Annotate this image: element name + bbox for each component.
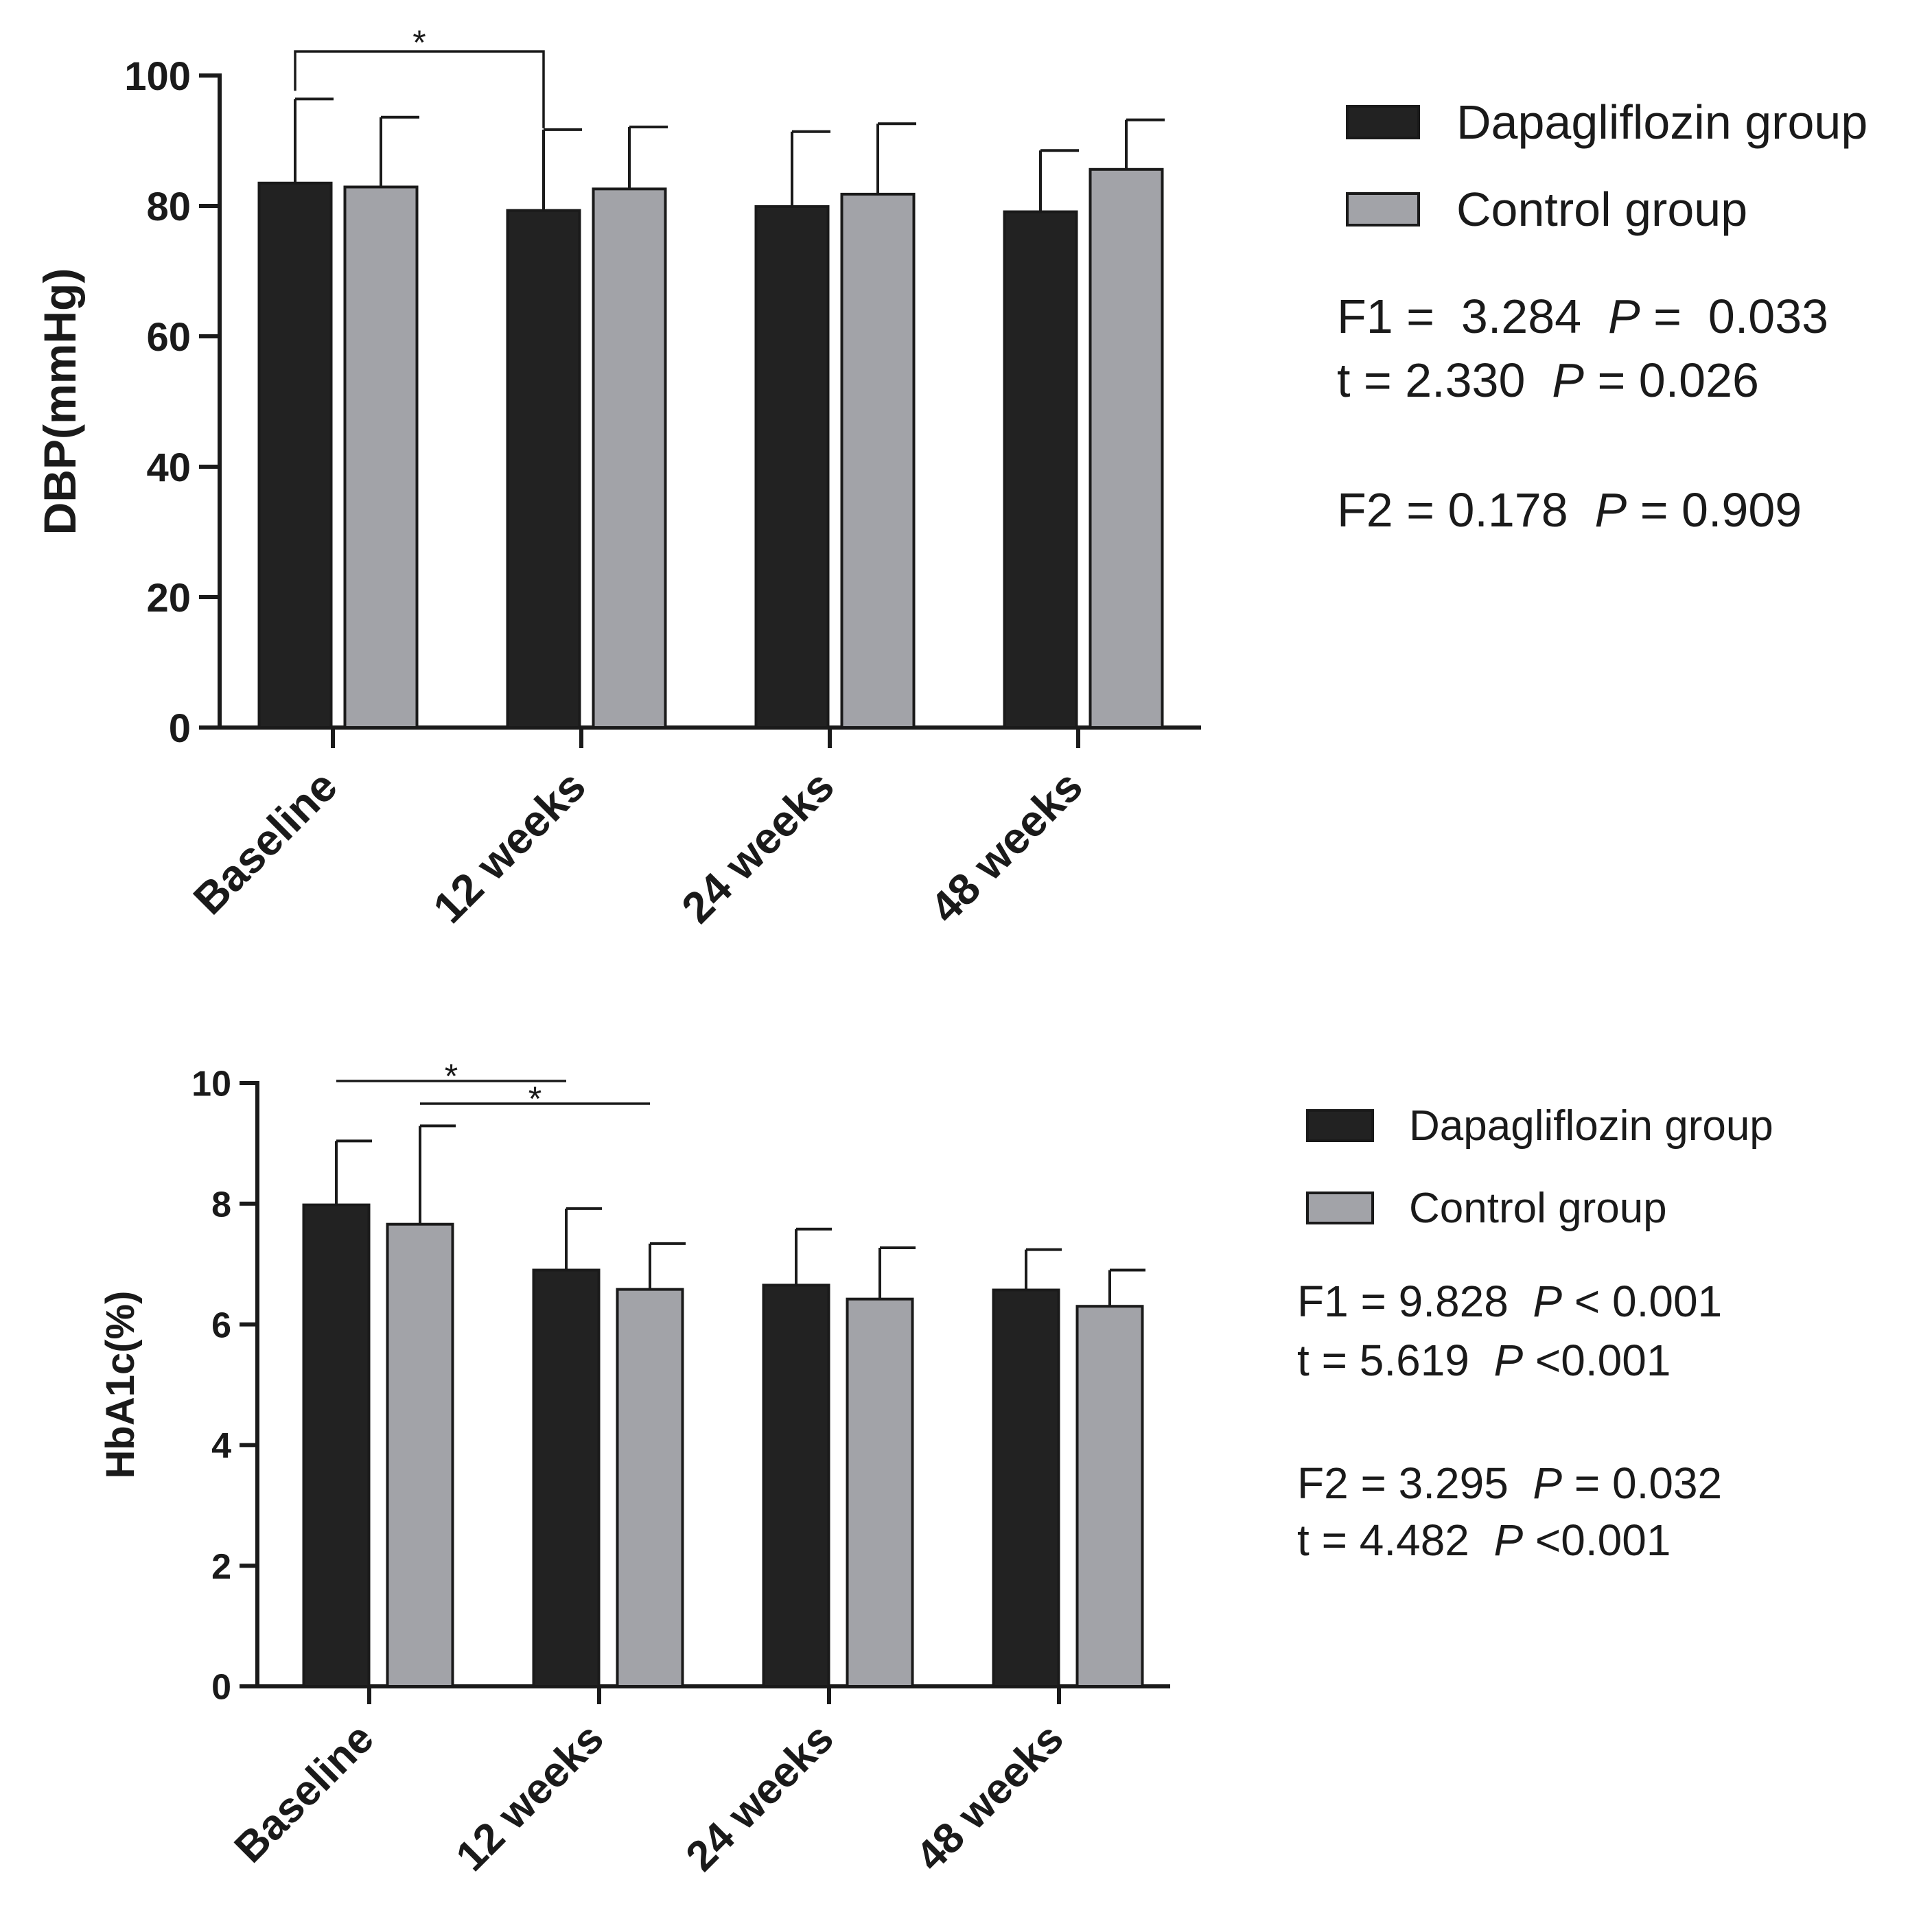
stat-p-value: < 0.001 bbox=[1562, 1277, 1722, 1326]
stat-p-value: = 0.909 bbox=[1627, 483, 1802, 537]
x-category-label: 12 weeks bbox=[447, 1715, 613, 1880]
bar-dapagliflozin-group bbox=[302, 1203, 371, 1688]
stat-p-symbol: P bbox=[1493, 1515, 1523, 1565]
y-tick-label: 40 bbox=[146, 445, 191, 490]
x-category-label: 48 weeks bbox=[920, 761, 1092, 933]
x-category-label: 12 weeks bbox=[423, 761, 595, 933]
stat-value: F1 = 9.828 bbox=[1297, 1277, 1533, 1326]
significance-bracket bbox=[294, 50, 545, 128]
bar-dapagliflozin-group bbox=[257, 181, 333, 729]
stat-p-symbol: P bbox=[1595, 483, 1627, 537]
stat-p-symbol: P bbox=[1608, 290, 1640, 343]
stat-line: F2 = 0.178 P = 0.909 bbox=[1337, 483, 1802, 537]
significance-star: * bbox=[445, 1057, 458, 1095]
x-category-label: 48 weeks bbox=[907, 1715, 1073, 1880]
y-tick-label: 2 bbox=[211, 1547, 231, 1587]
x-category-label: Baseline bbox=[226, 1715, 383, 1872]
chart-panel-2: 0 2 4 6 8 10 HbA1c(%) Baseline 12 weeks 24 weeks 4… bbox=[98, 1057, 1773, 1880]
x-category-label: 24 weeks bbox=[677, 1715, 843, 1880]
y-tick-label: 20 bbox=[146, 576, 191, 620]
stat-p-value: <0.001 bbox=[1523, 1336, 1671, 1385]
significance-star: * bbox=[412, 23, 426, 62]
y-tick-label: 100 bbox=[124, 54, 191, 99]
y-tick-label: 0 bbox=[169, 706, 191, 751]
x-category-label: Baseline bbox=[184, 761, 347, 924]
bar-control-group bbox=[1075, 1305, 1144, 1688]
stat-line: t = 5.619 P <0.001 bbox=[1297, 1336, 1671, 1385]
legend-swatch bbox=[1306, 1109, 1374, 1142]
stat-line: t = 2.330 P = 0.026 bbox=[1337, 353, 1759, 407]
bar-control-group bbox=[616, 1288, 684, 1688]
stat-p-symbol: P bbox=[1552, 353, 1584, 407]
significance-star: * bbox=[528, 1080, 542, 1118]
y-tick-label: 10 bbox=[191, 1065, 231, 1104]
stat-value: F2 = 0.178 bbox=[1337, 483, 1595, 537]
legend-label: Dapagliflozin group bbox=[1409, 1102, 1773, 1150]
stat-value: F2 = 3.295 bbox=[1297, 1458, 1533, 1508]
bar-dapagliflozin-group bbox=[992, 1288, 1060, 1688]
y-axis-title: DBP(mmHg) bbox=[34, 268, 85, 535]
stat-value: t = 4.482 bbox=[1297, 1515, 1493, 1565]
chart-panel-1: 0 20 40 60 80 100 DBP(mmHg) Baseline 12 weeks 24 … bbox=[34, 23, 1867, 933]
bar-dapagliflozin-group bbox=[754, 205, 830, 729]
bar-control-group bbox=[592, 187, 667, 729]
bar-control-group bbox=[1089, 167, 1164, 730]
bar-dapagliflozin-group bbox=[762, 1283, 830, 1688]
legend-label: Dapagliflozin group bbox=[1456, 95, 1867, 149]
y-tick-label: 80 bbox=[146, 185, 191, 229]
stat-line: F1 = 3.284 P = 0.033 bbox=[1337, 290, 1828, 343]
legend-label: Control group bbox=[1409, 1185, 1667, 1232]
stat-value: t = 5.619 bbox=[1297, 1336, 1493, 1385]
y-tick-label: 60 bbox=[146, 315, 191, 360]
bar-dapagliflozin-group bbox=[1003, 210, 1078, 729]
legend-swatch bbox=[1346, 192, 1420, 226]
bar-dapagliflozin-group bbox=[506, 209, 581, 729]
legend-swatch bbox=[1346, 105, 1420, 139]
stat-p-value: = 0.033 bbox=[1640, 290, 1828, 343]
y-tick-label: 0 bbox=[211, 1668, 231, 1708]
stat-p-symbol: P bbox=[1533, 1277, 1562, 1326]
legend-label: Control group bbox=[1456, 183, 1747, 236]
legend-swatch bbox=[1306, 1192, 1374, 1224]
stat-p-value: <0.001 bbox=[1523, 1515, 1671, 1565]
bar-control-group bbox=[343, 185, 419, 729]
y-tick-label: 4 bbox=[211, 1426, 231, 1466]
stat-p-value: = 0.032 bbox=[1562, 1458, 1722, 1508]
y-tick-label: 6 bbox=[211, 1305, 231, 1345]
bar-control-group bbox=[846, 1297, 914, 1688]
stat-value: t = 2.330 bbox=[1337, 353, 1552, 407]
stat-p-value: = 0.026 bbox=[1584, 353, 1759, 407]
bar-control-group bbox=[840, 192, 916, 729]
bar-control-group bbox=[386, 1222, 454, 1688]
stat-p-symbol: P bbox=[1493, 1336, 1523, 1385]
bar-dapagliflozin-group bbox=[532, 1268, 601, 1688]
y-tick-label: 8 bbox=[211, 1185, 231, 1225]
y-axis-title: HbA1c(%) bbox=[98, 1291, 143, 1479]
stat-line: F1 = 9.828 P < 0.001 bbox=[1297, 1277, 1722, 1326]
stat-line: F2 = 3.295 P = 0.032 bbox=[1297, 1458, 1722, 1508]
x-category-label: 24 weeks bbox=[672, 761, 843, 933]
stat-value: F1 = 3.284 bbox=[1337, 290, 1608, 343]
stat-p-symbol: P bbox=[1533, 1458, 1562, 1508]
stat-line: t = 4.482 P <0.001 bbox=[1297, 1515, 1671, 1565]
